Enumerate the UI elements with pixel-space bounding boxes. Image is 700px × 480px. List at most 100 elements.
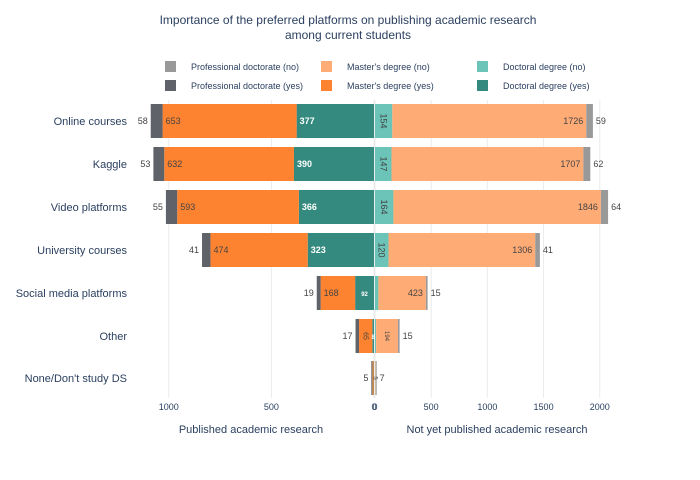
label-doctoral-no: 154	[379, 113, 389, 128]
bar-masters-yes[interactable]	[162, 104, 297, 138]
bar-masters-yes[interactable]	[372, 361, 374, 395]
label-professional-yes: 55	[153, 202, 163, 212]
bar-masters-yes[interactable]	[164, 147, 294, 181]
legend-label[interactable]: Doctoral degree (no)	[503, 62, 586, 72]
bar-professional-yes[interactable]	[165, 190, 178, 224]
label-doctoral-yes: 377	[300, 116, 315, 126]
label-masters-no: 423	[408, 288, 423, 298]
legend: Professional doctorate (no) Professional …	[165, 61, 590, 91]
bar-masters-yes[interactable]	[359, 319, 373, 353]
legend-swatch[interactable]	[477, 61, 488, 72]
bar-professional-yes[interactable]	[371, 361, 373, 395]
axis-ticks: 1000 500 00 500 1000 1500 2000	[159, 402, 610, 412]
label-professional-yes: 53	[140, 159, 150, 169]
label-masters-no: 1726	[563, 116, 583, 126]
label-professional-no: 15	[431, 288, 441, 298]
bar-doctoral-yes[interactable]	[372, 319, 374, 353]
bar-doctoral-no[interactable]	[375, 319, 377, 353]
label-professional-yes: 41	[189, 245, 199, 255]
label-doctoral-yes: 366	[302, 202, 317, 212]
legend-swatch[interactable]	[165, 61, 176, 72]
label-masters-yes: 474	[213, 245, 228, 255]
legend-swatch[interactable]	[321, 80, 332, 91]
right-tick-label: 1500	[534, 402, 554, 412]
right-tick-label: 1000	[477, 402, 497, 412]
left-tick-label: 1000	[159, 402, 179, 412]
bar-doctoral-no[interactable]	[375, 276, 379, 310]
legend-label[interactable]: Professional doctorate (no)	[191, 62, 299, 72]
bar-professional-no[interactable]	[586, 104, 593, 138]
bar-professional-no[interactable]	[583, 147, 591, 181]
bar-professional-no[interactable]	[397, 319, 400, 353]
bar-professional-no[interactable]	[535, 233, 540, 267]
bar-masters-no[interactable]	[378, 276, 426, 310]
label-professional-yes: 58	[138, 116, 148, 126]
bar-masters-no[interactable]	[392, 104, 587, 138]
label-doctoral-no: 120	[377, 242, 387, 257]
bar-doctoral-yes[interactable]	[298, 190, 374, 224]
bar-masters-no[interactable]	[393, 190, 601, 224]
label-professional-yes: 5	[363, 373, 368, 383]
label-doctoral-yes: 323	[311, 245, 326, 255]
bar-masters-no[interactable]	[376, 319, 398, 353]
bar-masters-yes[interactable]	[210, 233, 308, 267]
bar-masters-no[interactable]	[391, 147, 584, 181]
bar-professional-yes[interactable]	[355, 319, 360, 353]
bar-doctoral-yes[interactable]	[307, 233, 374, 267]
label-masters-yes: 65	[362, 332, 369, 340]
label-masters-no: 1306	[512, 245, 532, 255]
category-label: Online courses	[54, 116, 128, 128]
bar-professional-no[interactable]	[375, 361, 377, 395]
bar-professional-yes[interactable]	[150, 104, 163, 138]
label-masters-yes: 168	[324, 288, 339, 298]
bar-professional-no[interactable]	[600, 190, 609, 224]
right-tick-label: 2000	[590, 402, 610, 412]
bar-professional-yes[interactable]	[202, 233, 211, 267]
right-axis-title: Not yet published academic research	[407, 424, 588, 436]
label-masters-no: 194	[383, 331, 389, 342]
bar-doctoral-no[interactable]	[375, 233, 389, 267]
bar-masters-yes[interactable]	[177, 190, 299, 224]
legend-label[interactable]: Master's degree (no)	[347, 62, 430, 72]
legend-label[interactable]: Doctoral degree (yes)	[503, 81, 590, 91]
category-label: University courses	[37, 245, 127, 257]
label-doctoral-no: 147	[378, 156, 388, 171]
label-masters-yes: 632	[167, 159, 182, 169]
label-masters-yes: 653	[166, 116, 181, 126]
label-professional-no: 64	[611, 202, 621, 212]
category-label: Other	[99, 331, 127, 343]
bar-doctoral-yes[interactable]	[293, 147, 374, 181]
legend-swatch[interactable]	[165, 80, 176, 91]
bar-professional-yes[interactable]	[316, 276, 321, 310]
label-doctoral-yes: 8	[372, 335, 376, 341]
category-labels: Online courses Kaggle Video platforms Unive…	[16, 116, 128, 385]
label-professional-no: 7	[380, 373, 385, 383]
label-doctoral-yes: 390	[297, 159, 312, 169]
bar-masters-no[interactable]	[388, 233, 536, 267]
label-masters-no: 1846	[578, 202, 598, 212]
right-tick-label: 500	[424, 402, 439, 412]
bar-masters-yes[interactable]	[320, 276, 356, 310]
bar-doctoral-yes[interactable]	[296, 104, 374, 138]
chart-title-line2: among current students	[285, 28, 411, 42]
legend-label[interactable]: Master's degree (yes)	[347, 81, 434, 91]
label-masters-no: 1707	[560, 159, 580, 169]
label-masters-yes: 593	[180, 202, 195, 212]
bar-professional-no[interactable]	[425, 276, 428, 310]
bar-doctoral-no[interactable]	[375, 147, 392, 181]
legend-swatch[interactable]	[477, 80, 488, 91]
label-doctoral-no: 164	[379, 199, 389, 214]
left-tick-label: 0	[371, 402, 376, 412]
bar-doctoral-yes[interactable]	[355, 276, 374, 310]
bar-doctoral-no[interactable]	[375, 190, 394, 224]
legend-label[interactable]: Professional doctorate (yes)	[191, 81, 303, 91]
legend-swatch[interactable]	[321, 61, 332, 72]
category-label: Social media platforms	[16, 288, 128, 300]
bar-professional-yes[interactable]	[153, 147, 165, 181]
bar-masters-no[interactable]	[375, 361, 376, 395]
left-axis-title: Published academic research	[179, 424, 323, 436]
category-label: Video platforms	[51, 202, 128, 214]
bar-doctoral-no[interactable]	[375, 104, 393, 138]
